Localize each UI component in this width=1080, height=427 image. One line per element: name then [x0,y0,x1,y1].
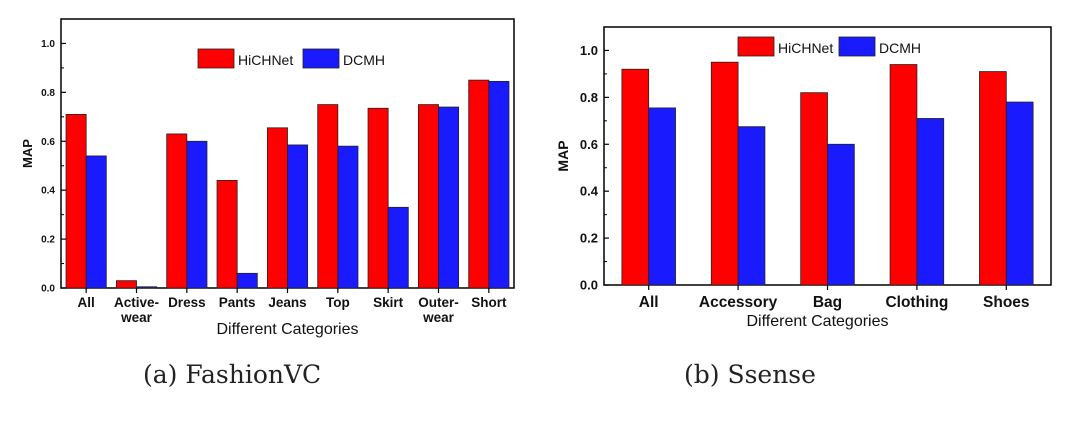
caption-ssense: (b) Ssense [684,360,816,389]
caption-fashionvc: (a) FashionVC [143,360,322,389]
y-axis-title: MAP [20,139,35,168]
bar-hichnet-4 [266,127,288,289]
legend-swatch-dcmh [302,48,340,69]
bar-hichnet-0 [65,113,87,289]
bar-dcmh-4 [287,144,309,289]
bar-dcmh-7 [438,106,460,289]
bar-hichnet-3 [889,64,918,286]
x-tick-label-4: Jeans [268,295,306,310]
x-tick-label-3: Pants [219,295,256,310]
y-tick-label: 1.0 [41,39,55,50]
y-tick-label: 0.4 [580,184,599,199]
bar-dcmh-0 [85,155,107,289]
bar-hichnet-3 [216,179,238,289]
x-axis-title: Different Categories [747,313,889,330]
x-tick-label-8: Short [471,295,507,310]
bar-dcmh-3 [916,118,945,286]
x-axis-title: Different Categories [217,321,359,338]
legend-swatch-hichnet [197,48,235,69]
y-tick-label: 1.0 [580,43,598,58]
x-tick-label-4: Shoes [983,294,1030,311]
x-tick-label-0: All [78,295,95,310]
chart-ssense: All Accessory Bag Clothing Shoes 0.0 0.2 0.4 0.6… [555,26,1052,330]
legend-label-hichnet: HiCHNet [238,52,293,68]
bar-hichnet-5 [317,104,339,289]
legend-label-dcmh: DCMH [879,40,921,56]
x-tick-label-1: Active- [114,295,159,310]
bar-dcmh-0 [648,107,676,286]
y-tick-label: 0.0 [41,284,55,295]
bar-dcmh-8 [488,80,510,289]
bar-hichnet-8 [468,79,490,289]
bar-hichnet-1 [115,280,137,289]
chart-fashionvc: All Active-wear Dress Pants Jeans Top Skirt Out… [20,18,515,338]
y-tick-label: 0.8 [41,88,55,99]
bar-hichnet-0 [621,68,650,286]
x-tick-label-5: Top [326,295,350,310]
bar-dcmh-4 [1005,101,1034,286]
legend-swatch-hichnet [737,36,775,57]
x-tick-label-7: wear [422,310,455,325]
y-tick-label: 0.2 [580,231,598,246]
legend-label-hichnet: HiCHNet [778,40,833,56]
bar-hichnet-4 [979,71,1007,286]
bar-hichnet-1 [710,61,739,286]
x-tick-label-6: Skirt [373,295,404,310]
y-tick-label: 0.2 [41,235,55,246]
y-tick-label: 0.6 [580,137,598,152]
bar-dcmh-6 [387,206,409,289]
bar-hichnet-2 [800,92,828,286]
y-axis-title: MAP [555,140,571,171]
bar-dcmh-2 [827,143,855,286]
x-tick-label-3: Clothing [885,294,948,311]
x-tick-label-7: Outer- [418,295,459,310]
x-tick-label-0: All [639,294,659,311]
y-tick-label: 0.4 [41,186,55,197]
x-tick-label-2: Bag [813,294,842,311]
bar-hichnet-2 [166,133,188,289]
y-tick-label: 0.8 [580,90,598,105]
x-tick-label-2: Dress [168,295,206,310]
bar-hichnet-6 [367,107,389,289]
legend-label-dcmh: DCMH [343,52,385,68]
bar-dcmh-1 [136,286,158,289]
bar-dcmh-1 [737,126,766,286]
bar-dcmh-5 [337,145,359,289]
bar-hichnet-7 [417,104,439,289]
x-tick-label-1: wear [120,310,153,325]
y-tick-label: 0.6 [41,137,55,148]
bar-dcmh-2 [186,140,208,289]
x-tick-label-1: Accessory [699,294,778,311]
y-tick-label: 0.0 [580,278,598,293]
legend-swatch-dcmh [838,36,876,57]
bar-dcmh-3 [236,272,258,289]
